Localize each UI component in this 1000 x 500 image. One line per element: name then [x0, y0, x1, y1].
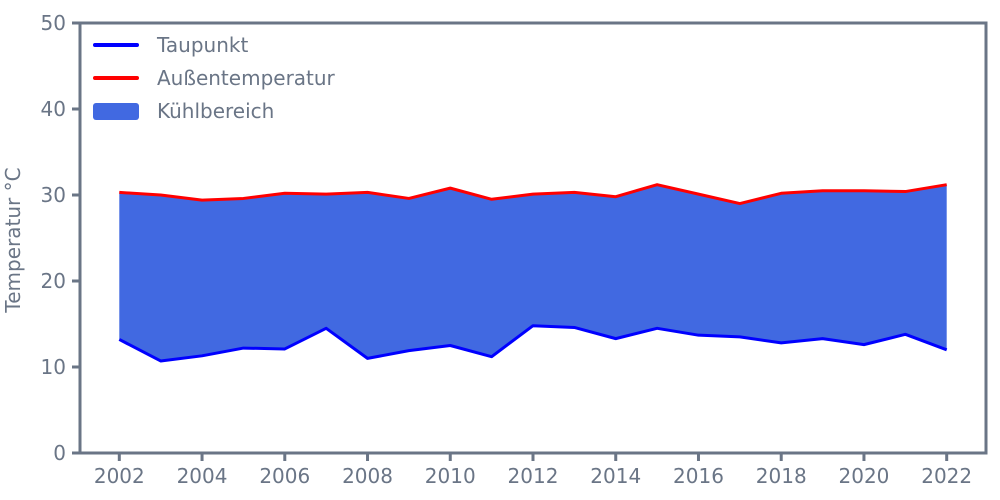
y-tick-label: 50: [41, 11, 66, 35]
y-tick-label: 30: [41, 183, 66, 207]
y-tick-label: 20: [41, 269, 66, 293]
taupunkt-line: [118, 324, 948, 363]
x-tick-label: 2022: [921, 464, 972, 488]
x-tick-label: 2010: [425, 464, 476, 488]
x-tick-label: 2008: [342, 464, 393, 488]
legend-label-taupunkt: Taupunkt: [157, 33, 249, 57]
y-tick-label: 10: [41, 355, 66, 379]
y-tick-label: 40: [41, 97, 66, 121]
x-tick-label: 2018: [756, 464, 807, 488]
y-axis-label: Temperatur °C: [1, 167, 25, 313]
aussentemperatur-line: [119, 183, 947, 206]
legend-item-kuehlbereich: Kühlbereich: [93, 99, 335, 123]
x-tick-label: 2002: [94, 464, 145, 488]
x-tick-label: 2012: [508, 464, 559, 488]
aussentemperatur-line-swatch: [93, 76, 139, 80]
legend-label-aussentemperatur: Außentemperatur: [157, 66, 335, 90]
x-tick-label: 2004: [177, 464, 228, 488]
legend-item-taupunkt: Taupunkt: [93, 33, 335, 57]
x-tick-label: 2014: [590, 464, 641, 488]
legend-item-aussentemperatur: Außentemperatur: [93, 66, 335, 90]
x-tick-label: 2016: [673, 464, 724, 488]
taupunkt-line-swatch: [93, 43, 139, 47]
x-tick-label: 2020: [839, 464, 890, 488]
y-tick-label: 0: [53, 441, 66, 465]
legend-label-kuehlbereich: Kühlbereich: [157, 99, 275, 123]
kuehlbereich-area-swatch: [93, 102, 139, 120]
kuehlbereich-area: [119, 184, 947, 361]
x-tick-label: 2006: [259, 464, 310, 488]
legend: Taupunkt Außentemperatur Kühlbereich: [93, 33, 335, 123]
